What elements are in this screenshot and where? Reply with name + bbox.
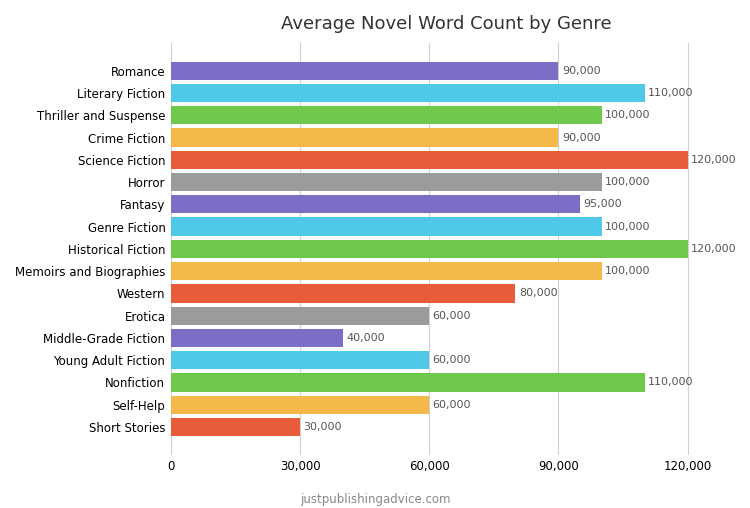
Bar [171, 351, 429, 369]
Bar [171, 61, 559, 80]
Text: 95,000: 95,000 [584, 199, 622, 209]
Title: Average Novel Word Count by Genre: Average Novel Word Count by Genre [281, 15, 612, 33]
Text: 100,000: 100,000 [605, 177, 650, 187]
Bar [171, 396, 429, 414]
Text: 110,000: 110,000 [648, 88, 694, 98]
Text: 30,000: 30,000 [304, 422, 342, 432]
Text: 100,000: 100,000 [605, 110, 650, 120]
Bar [171, 329, 344, 347]
Text: 110,000: 110,000 [648, 377, 694, 388]
Bar [171, 84, 644, 102]
Text: justpublishingadvice.com: justpublishingadvice.com [300, 493, 450, 506]
Bar [171, 129, 559, 147]
Text: 40,000: 40,000 [346, 333, 386, 343]
Bar [171, 195, 580, 213]
Bar [171, 373, 644, 392]
Bar [171, 284, 515, 302]
Bar [171, 306, 429, 325]
Text: 100,000: 100,000 [605, 266, 650, 276]
Bar [171, 240, 688, 258]
Bar [171, 173, 602, 191]
Bar [171, 262, 602, 280]
Text: 120,000: 120,000 [691, 244, 736, 254]
Bar [171, 217, 602, 236]
Text: 90,000: 90,000 [562, 66, 601, 76]
Text: 60,000: 60,000 [433, 400, 471, 410]
Bar [171, 418, 300, 436]
Bar [171, 106, 602, 124]
Text: 90,000: 90,000 [562, 133, 601, 143]
Text: 120,000: 120,000 [691, 155, 736, 165]
Text: 80,000: 80,000 [519, 289, 557, 298]
Bar [171, 151, 688, 169]
Text: 60,000: 60,000 [433, 355, 471, 365]
Text: 60,000: 60,000 [433, 311, 471, 321]
Text: 100,000: 100,000 [605, 221, 650, 232]
